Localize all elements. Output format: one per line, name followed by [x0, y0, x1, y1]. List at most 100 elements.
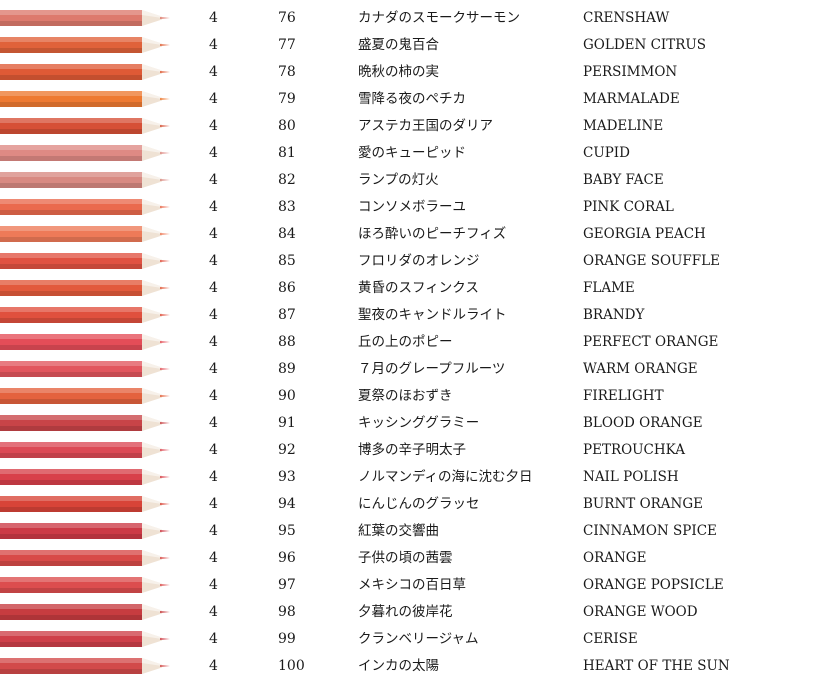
japanese-name: 紅葉の交響曲 [358, 523, 439, 539]
count-cell: 4 [209, 280, 218, 296]
count-cell: 4 [209, 253, 218, 269]
color-number: 99 [278, 631, 296, 647]
pencil-swatch [0, 550, 170, 566]
color-number: 86 [278, 280, 296, 296]
color-number: 85 [278, 253, 296, 269]
english-name: GOLDEN CITRUS [583, 37, 707, 53]
english-name: PERFECT ORANGE [583, 334, 719, 350]
color-number: 82 [278, 172, 296, 188]
pencil-swatch [0, 307, 170, 323]
pencil-swatch [0, 280, 170, 296]
english-name: CRENSHAW [583, 10, 670, 26]
japanese-name: 盛夏の鬼百合 [358, 37, 439, 53]
japanese-name: ほろ酔いのピーチフィズ [358, 226, 507, 242]
color-number: 90 [278, 388, 296, 404]
pencil-swatch [0, 469, 170, 485]
color-number: 80 [278, 118, 296, 134]
english-name: NAIL POLISH [583, 469, 679, 485]
color-number: 98 [278, 604, 296, 620]
pencil-swatch [0, 10, 170, 26]
count-cell: 4 [209, 415, 218, 431]
pencil-swatch [0, 64, 170, 80]
table-row: 4 95 紅葉の交響曲 CINNAMON SPICE [0, 518, 813, 545]
table-row: 4 82 ランプの灯火 BABY FACE [0, 167, 813, 194]
color-number: 96 [278, 550, 296, 566]
color-number: 79 [278, 91, 296, 107]
english-name: HEART OF THE SUN [583, 658, 730, 674]
english-name: BRANDY [583, 307, 645, 323]
color-number: 88 [278, 334, 296, 350]
english-name: ORANGE POPSICLE [583, 577, 724, 593]
english-name: CINNAMON SPICE [583, 523, 717, 539]
japanese-name: キッシンググラミー [358, 415, 480, 431]
pencil-swatch [0, 172, 170, 188]
color-number: 97 [278, 577, 296, 593]
color-number: 91 [278, 415, 296, 431]
table-row: 4 97 メキシコの百日草 ORANGE POPSICLE [0, 572, 813, 599]
count-cell: 4 [209, 91, 218, 107]
count-cell: 4 [209, 604, 218, 620]
count-cell: 4 [209, 631, 218, 647]
count-cell: 4 [209, 118, 218, 134]
color-number: 83 [278, 199, 296, 215]
color-number: 77 [278, 37, 296, 53]
english-name: ORANGE WOOD [583, 604, 698, 620]
pencil-swatch [0, 496, 170, 512]
table-row: 4 86 黄昏のスフィンクス FLAME [0, 275, 813, 302]
count-cell: 4 [209, 37, 218, 53]
count-cell: 4 [209, 10, 218, 26]
color-number: 76 [278, 10, 296, 26]
japanese-name: 愛のキューピッド [358, 145, 466, 161]
english-name: BURNT ORANGE [583, 496, 704, 512]
japanese-name: にんじんのグラッセ [358, 496, 480, 512]
table-row: 4 85 フロリダのオレンジ ORANGE SOUFFLE [0, 248, 813, 275]
count-cell: 4 [209, 172, 218, 188]
pencil-swatch [0, 604, 170, 620]
japanese-name: フロリダのオレンジ [358, 253, 480, 269]
color-number: 84 [278, 226, 296, 242]
color-number: 89 [278, 361, 296, 377]
color-number: 78 [278, 64, 296, 80]
count-cell: 4 [209, 361, 218, 377]
pencil-swatch [0, 523, 170, 539]
count-cell: 4 [209, 64, 218, 80]
english-name: ORANGE SOUFFLE [583, 253, 720, 269]
table-row: 4 84 ほろ酔いのピーチフィズ GEORGIA PEACH [0, 221, 813, 248]
english-name: FIRELIGHT [583, 388, 664, 404]
table-row: 4 99 クランベリージャム CERISE [0, 626, 813, 653]
japanese-name: 雪降る夜のペチカ [358, 91, 466, 107]
japanese-name: メキシコの百日草 [358, 577, 466, 593]
japanese-name: 丘の上のポピー [358, 334, 453, 350]
table-row: 4 94 にんじんのグラッセ BURNT ORANGE [0, 491, 813, 518]
english-name: CUPID [583, 145, 630, 161]
count-cell: 4 [209, 226, 218, 242]
japanese-name: ７月のグレープフルーツ [358, 361, 506, 377]
pencil-swatch [0, 199, 170, 215]
table-row: 4 78 晩秋の柿の実 PERSIMMON [0, 59, 813, 86]
count-cell: 4 [209, 496, 218, 512]
table-row: 4 80 アステカ王国のダリア MADELINE [0, 113, 813, 140]
pencil-swatch [0, 577, 170, 593]
table-row: 4 98 夕暮れの彼岸花 ORANGE WOOD [0, 599, 813, 626]
japanese-name: 博多の辛子明太子 [358, 442, 466, 458]
japanese-name: アステカ王国のダリア [358, 118, 493, 134]
table-row: 4 91 キッシンググラミー BLOOD ORANGE [0, 410, 813, 437]
color-table: 4 76 カナダのスモークサーモン CRENSHAW 4 77 盛夏の鬼百合 G… [0, 5, 813, 680]
pencil-swatch [0, 442, 170, 458]
table-row: 4 79 雪降る夜のペチカ MARMALADE [0, 86, 813, 113]
pencil-swatch [0, 334, 170, 350]
count-cell: 4 [209, 658, 218, 674]
count-cell: 4 [209, 307, 218, 323]
english-name: WARM ORANGE [583, 361, 698, 377]
english-name: PERSIMMON [583, 64, 678, 80]
english-name: MADELINE [583, 118, 664, 134]
japanese-name: コンソメボラーユ [358, 199, 466, 215]
color-number: 81 [278, 145, 296, 161]
japanese-name: 黄昏のスフィンクス [358, 280, 479, 296]
count-cell: 4 [209, 388, 218, 404]
english-name: BLOOD ORANGE [583, 415, 703, 431]
table-row: 4 81 愛のキューピッド CUPID [0, 140, 813, 167]
pencil-swatch [0, 361, 170, 377]
color-number: 94 [278, 496, 296, 512]
japanese-name: 子供の頃の茜雲 [358, 550, 453, 566]
